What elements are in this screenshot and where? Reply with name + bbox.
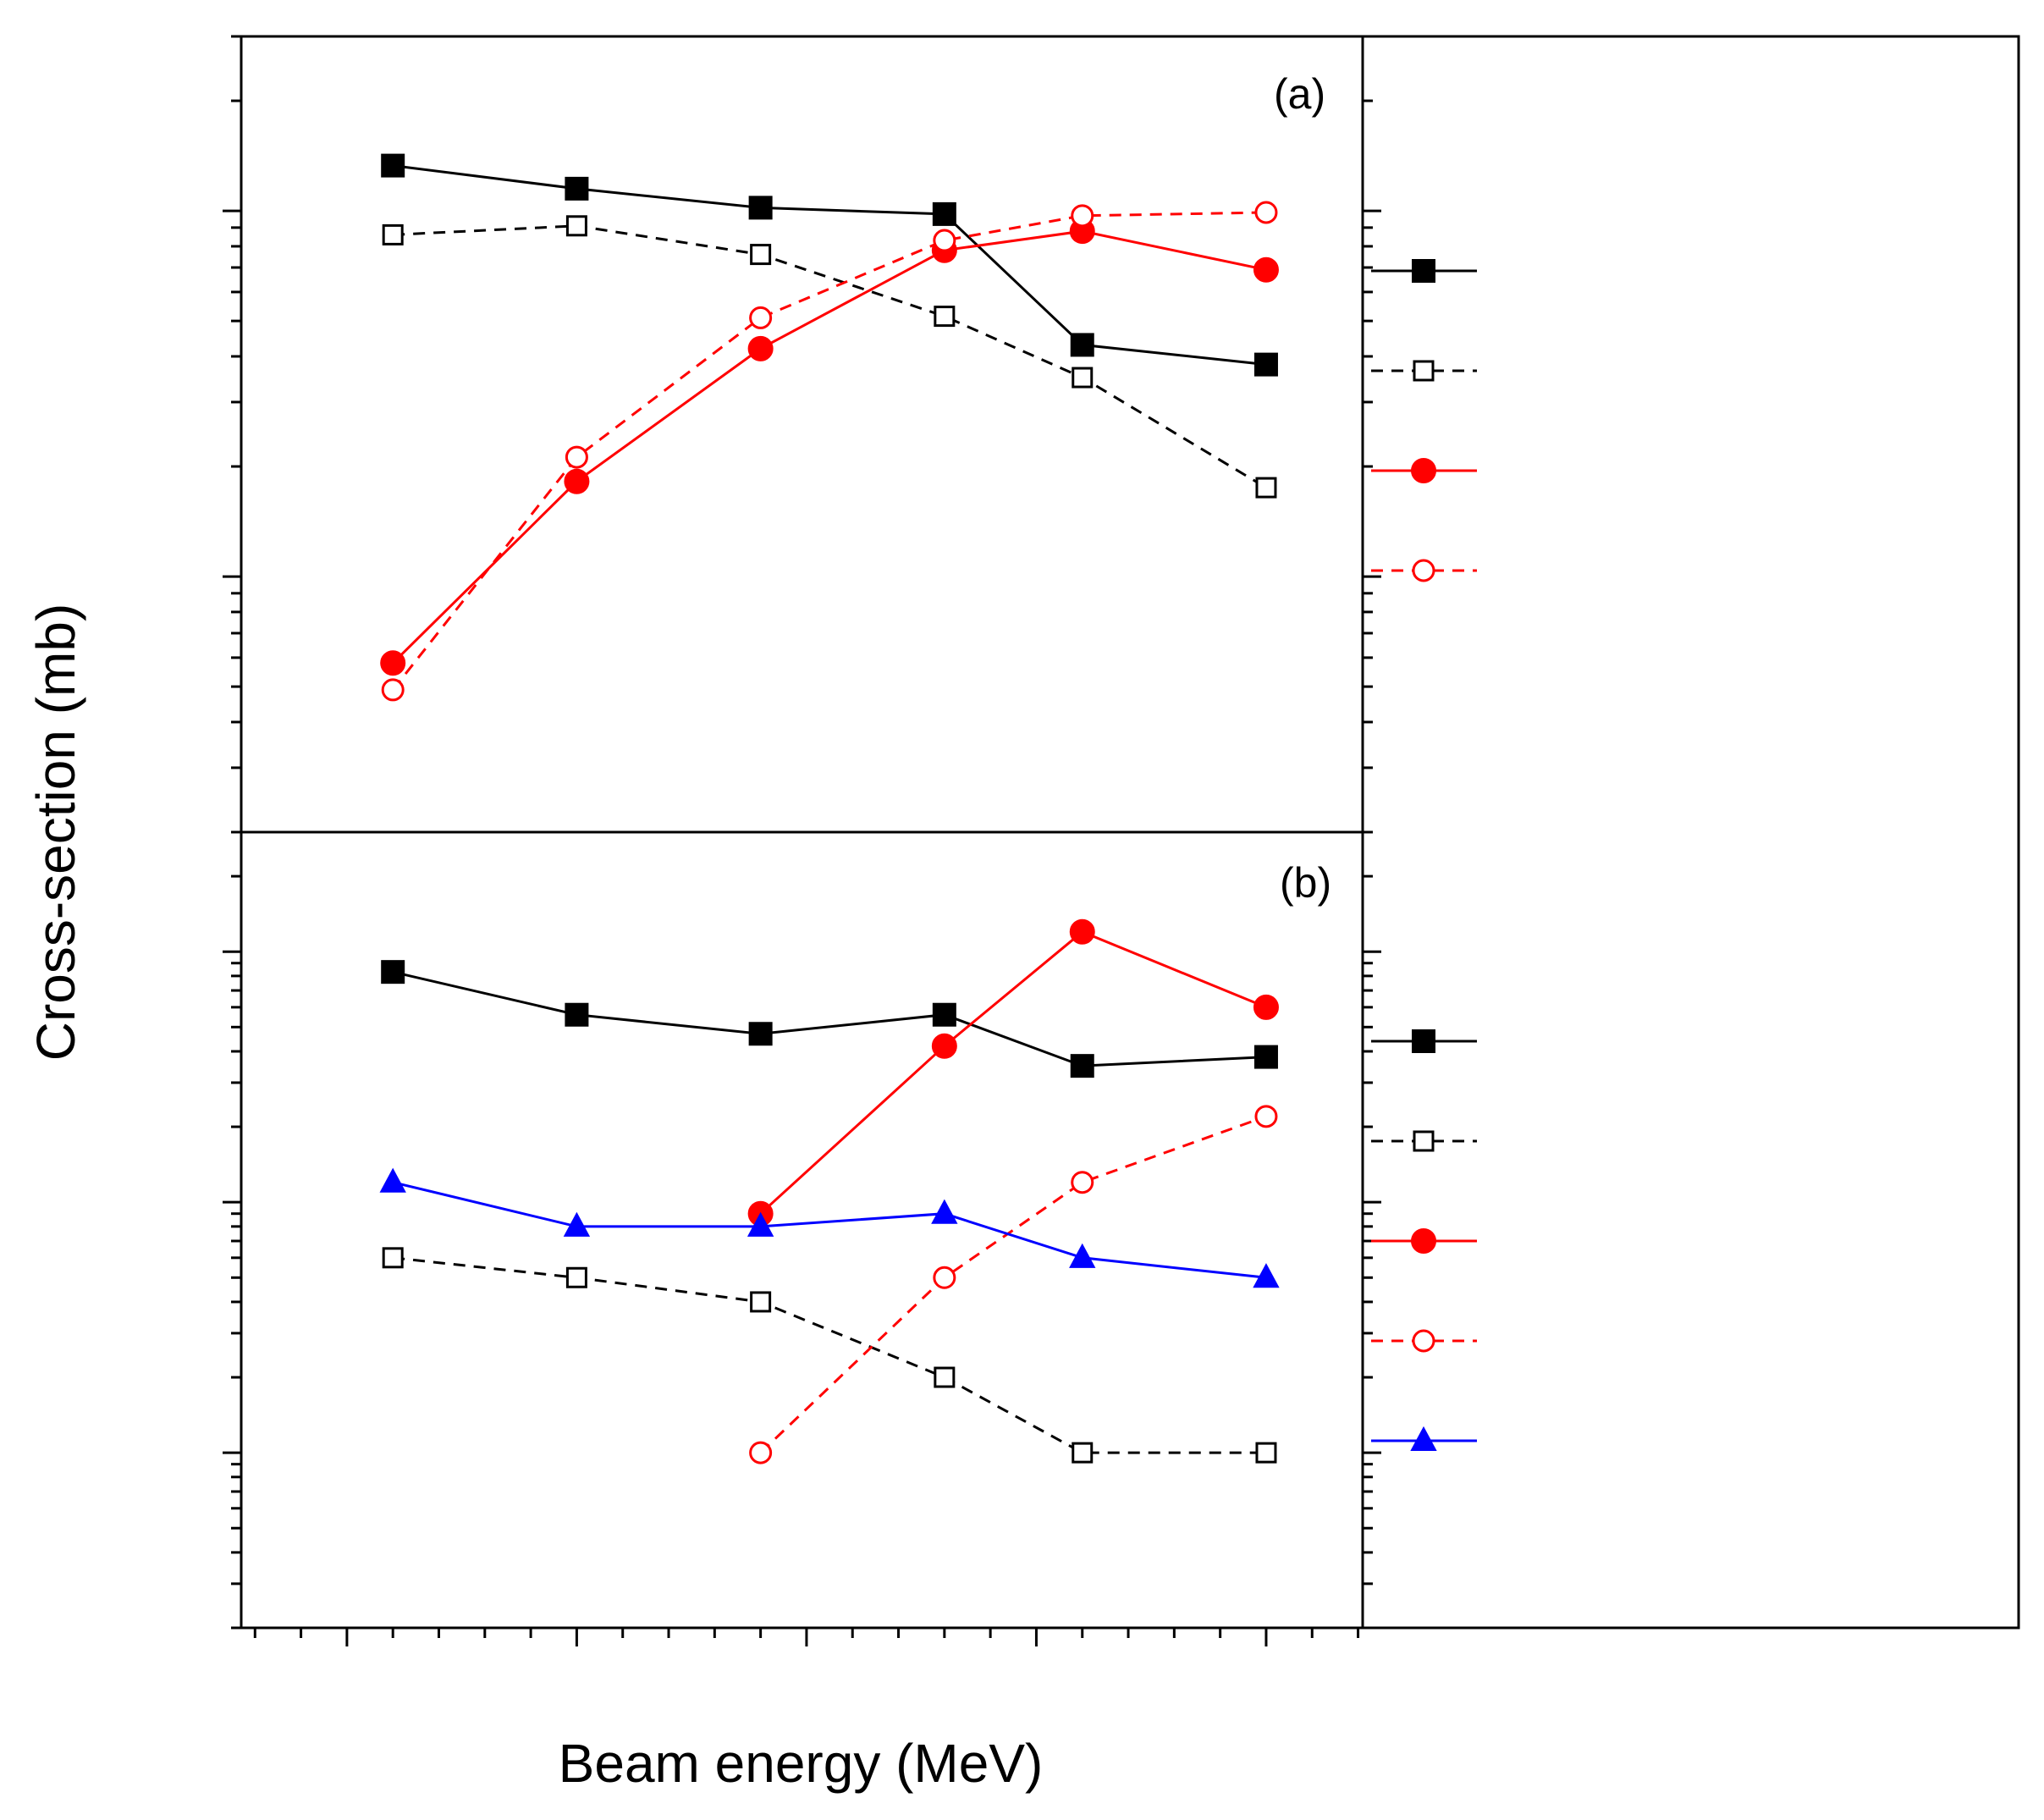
data-point [1253,352,1278,377]
series-line [759,1115,1267,1454]
legend-marker [1412,259,1435,283]
data-point [565,1266,587,1288]
data-point [1254,1105,1278,1128]
data-point [563,1211,591,1237]
data-point [931,1033,957,1059]
data-point [381,960,405,984]
data-point [1253,994,1279,1020]
panel-a-axes [223,35,1381,834]
legend-marker [1410,1426,1437,1451]
legend-marker [1412,1029,1435,1053]
data-point [381,153,405,178]
panel-a-label: (a) [1274,70,1325,118]
panel-b-plot [379,918,1280,1464]
data-point [748,196,773,220]
data-point [382,223,404,245]
series-line [759,930,1267,1215]
data-point [750,1291,772,1313]
legend-marker [1411,458,1436,483]
panel-b-axes [223,830,1381,1630]
x-axis-title: Beam energy (MeV) [559,1733,1044,1794]
legend-box [1361,35,2020,1630]
data-point [932,201,956,226]
data-point [934,1366,956,1388]
series-line [392,211,1267,691]
data-point [749,306,773,329]
legend-marker [1413,360,1435,382]
data-point [1253,1045,1278,1069]
data-point [380,650,406,676]
legend-marker [1413,1130,1435,1152]
data-point [747,335,774,361]
data-point [564,468,590,494]
data-point [1070,1054,1094,1078]
data-point [748,1022,773,1046]
y-axis-title: Cross-section (mb) [25,604,86,1062]
data-point [933,229,956,252]
data-point [565,176,589,201]
data-point [934,306,956,328]
legend-marker [1412,559,1435,582]
data-point [382,1247,404,1269]
data-point [749,1441,773,1464]
data-point [1253,256,1279,283]
data-point [931,1199,958,1224]
panel-b-label: (b) [1280,859,1331,907]
data-point [1255,477,1277,499]
data-point [1071,1171,1094,1194]
series-line [392,970,1267,1067]
data-point [1069,918,1095,945]
series-line [392,229,1267,665]
data-point [1070,333,1094,357]
data-point [1069,1243,1096,1268]
panel-b: (b) [223,830,1381,1630]
series-line [392,1181,1267,1279]
data-point [1072,1442,1094,1464]
legend-marker [1411,1228,1436,1254]
data-point [750,244,772,266]
series-line [393,224,1267,489]
data-point [1072,367,1094,389]
data-point [565,1002,589,1027]
panel-a-plot [380,153,1279,702]
data-point [565,445,588,469]
series-line [393,1256,1266,1454]
data-point [379,1167,406,1193]
panel-a: (a) [223,35,1381,834]
series-line [393,164,1267,367]
data-point [932,1002,956,1027]
data-point [933,1266,956,1289]
legend-panel-b [1371,1029,1477,1451]
data-point [1253,1263,1280,1288]
data-point [1255,1442,1277,1464]
data-point [565,215,587,237]
legend-panel-a [1371,259,1477,582]
data-point [1071,204,1094,228]
data-point [381,678,405,702]
legend-marker [1412,1329,1435,1353]
data-point [1254,201,1278,224]
x-axis [253,1628,1360,1646]
data-point [747,1211,774,1237]
